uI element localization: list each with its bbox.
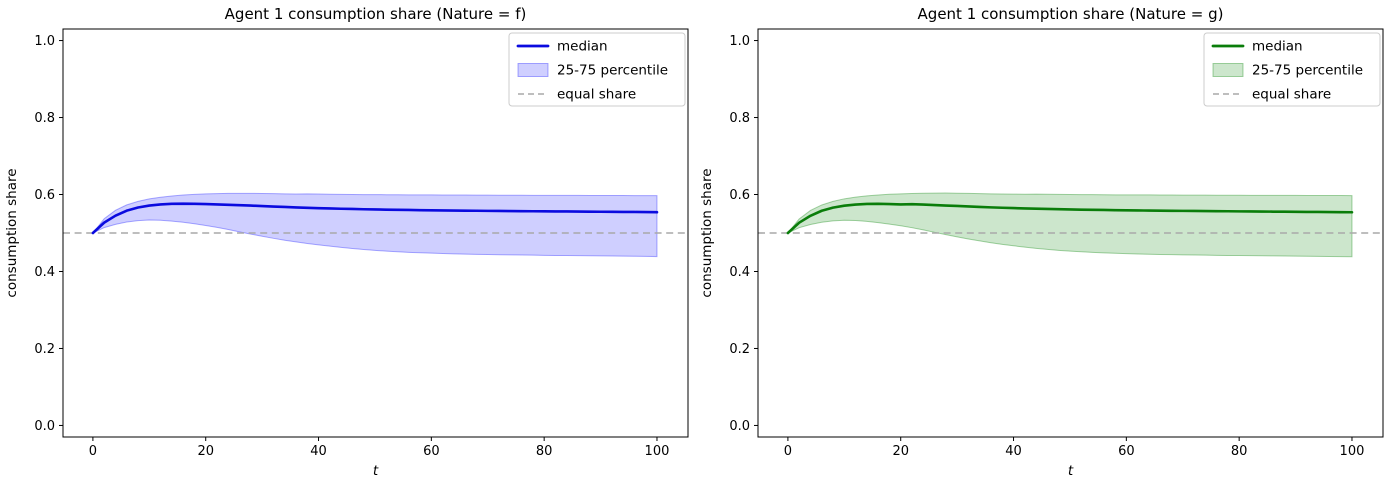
x-tick-label: 80	[1231, 444, 1248, 459]
x-tick-label: 100	[1340, 444, 1365, 459]
legend-label: median	[1252, 39, 1303, 55]
percentile-band	[92, 192, 658, 258]
x-tick-label: 20	[892, 444, 909, 459]
x-axis-label: t	[373, 463, 379, 479]
y-tick-label: 0.4	[34, 265, 55, 280]
y-tick-label: 0.8	[729, 111, 750, 126]
y-axis-label: consumption share	[4, 168, 20, 297]
legend-patch-sample	[1212, 63, 1244, 77]
y-tick-label: 0.8	[34, 111, 55, 126]
y-tick-label: 0.2	[34, 342, 55, 357]
plot-border	[757, 28, 1384, 438]
legend-label: 25-75 percentile	[1252, 63, 1363, 79]
chart-canvas: 0 20 40 60 80 100 0.0 0.2 0.4 0.6 0.8 1.0 Agent 1 co…	[4, 5, 689, 479]
x-tick-label: 60	[1118, 444, 1135, 459]
x-tick-label: 0	[784, 444, 792, 459]
y-tick-label: 0.6	[729, 188, 750, 203]
x-tick-label: 60	[423, 444, 440, 459]
chart-title: Agent 1 consumption share (Nature = g)	[918, 5, 1224, 23]
x-tick-label: 100	[645, 444, 670, 459]
y-tick-label: 0.0	[729, 419, 750, 434]
y-tick-label: 1.0	[729, 34, 750, 49]
legend-label: equal share	[1252, 87, 1331, 103]
y-tick-label: 0.4	[729, 265, 750, 280]
x-tick-label: 40	[310, 444, 327, 459]
chart-nature-f: 0 20 40 60 80 100 0.0 0.2 0.4 0.6 0.8 1.0 Agent 1 co…	[0, 0, 695, 490]
x-tick-label: 20	[197, 444, 214, 459]
chart-title: Agent 1 consumption share (Nature = f)	[225, 5, 527, 23]
legend-patch-sample	[517, 63, 549, 77]
legend: median 25-75 percentile equal share	[1203, 32, 1381, 107]
x-axis-label: t	[1068, 463, 1074, 479]
percentile-band	[787, 192, 1353, 258]
y-tick-label: 0.0	[34, 419, 55, 434]
x-tick-label: 80	[536, 444, 553, 459]
x-tick-label: 40	[1005, 444, 1022, 459]
legend-label: median	[557, 39, 608, 55]
chart-canvas: 0 20 40 60 80 100 0.0 0.2 0.4 0.6 0.8 1.0 Agent 1 co…	[699, 5, 1384, 479]
median-line	[786, 202, 1354, 235]
y-axis-label: consumption share	[699, 168, 715, 297]
y-tick-label: 1.0	[34, 34, 55, 49]
plot-border	[62, 28, 689, 438]
legend: median 25-75 percentile equal share	[508, 32, 686, 107]
y-tick-label: 0.6	[34, 188, 55, 203]
legend-box	[508, 32, 686, 107]
median-line	[91, 202, 659, 235]
x-tick-label: 0	[89, 444, 97, 459]
legend-label: equal share	[557, 87, 636, 103]
legend-label: 25-75 percentile	[557, 63, 668, 79]
legend-box	[1203, 32, 1381, 107]
chart-nature-g: 0 20 40 60 80 100 0.0 0.2 0.4 0.6 0.8 1.0 Agent 1 co…	[695, 0, 1390, 490]
y-tick-label: 0.2	[729, 342, 750, 357]
